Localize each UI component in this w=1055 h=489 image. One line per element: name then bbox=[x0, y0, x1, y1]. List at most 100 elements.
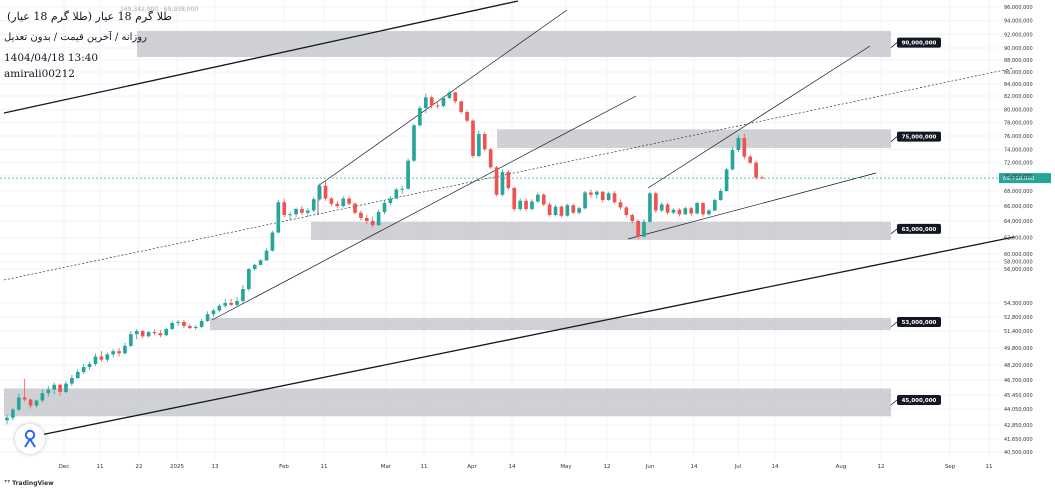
candle-body bbox=[518, 200, 522, 209]
y-tick-label: 66,000,000 bbox=[1004, 204, 1033, 210]
candle-body bbox=[252, 264, 257, 269]
candle-body bbox=[288, 214, 292, 216]
y-tick-label: 94,000,000 bbox=[1004, 19, 1033, 25]
candle-body bbox=[52, 384, 57, 390]
last-price-label: 69,718,000 bbox=[1003, 176, 1035, 182]
candle-body bbox=[677, 209, 682, 215]
x-tick-label: 11 bbox=[421, 464, 428, 470]
zone-label-box bbox=[897, 317, 941, 327]
candle-body bbox=[270, 232, 275, 251]
candle-body bbox=[648, 193, 652, 222]
candle-body bbox=[182, 322, 186, 326]
y-tick-label: 84,000,000 bbox=[1004, 82, 1033, 88]
candle-body bbox=[229, 303, 233, 305]
candle-body bbox=[506, 172, 511, 188]
candle-body bbox=[5, 417, 9, 421]
candle-body bbox=[364, 218, 369, 221]
candle-body bbox=[571, 205, 576, 213]
candle-body bbox=[87, 363, 92, 367]
candle-body bbox=[34, 400, 39, 406]
tradingview-logo-icon: ⁷⁷ bbox=[4, 479, 11, 487]
x-tick-label: 14 bbox=[691, 464, 698, 470]
candle-body bbox=[329, 198, 334, 204]
y-tick-label: 88,000,000 bbox=[1004, 58, 1033, 64]
x-tick-label: 11 bbox=[986, 464, 993, 470]
candle-body bbox=[305, 210, 310, 213]
x-tick-label: Mar bbox=[381, 464, 392, 470]
candle-body bbox=[524, 200, 528, 209]
candle-body bbox=[347, 198, 351, 204]
candle-body bbox=[754, 162, 758, 178]
candle-body bbox=[541, 194, 546, 205]
candle-body bbox=[170, 323, 174, 329]
candle-body bbox=[665, 204, 670, 213]
x-tick-label: 14 bbox=[772, 464, 779, 470]
candle-body bbox=[140, 331, 145, 337]
candle-body bbox=[164, 329, 169, 336]
candle-body bbox=[730, 150, 735, 170]
zone-label-box bbox=[897, 223, 941, 234]
candle-body bbox=[300, 209, 304, 213]
y-tick-label: 78,000,000 bbox=[1004, 121, 1033, 127]
candle-body bbox=[412, 125, 416, 161]
candle-body bbox=[382, 203, 387, 212]
candle-body bbox=[317, 185, 322, 200]
last-price-badge bbox=[999, 173, 1051, 184]
candle-body bbox=[152, 332, 157, 334]
candle-body bbox=[188, 326, 192, 328]
axis-layer: Dec 11 22 2025 13 Feb 11 Mar 11 Apr 14 May 12 Jun 14 Ju… bbox=[59, 5, 1033, 470]
candle-body bbox=[577, 208, 581, 213]
candle-body bbox=[93, 356, 98, 364]
symbol-title: طلا گرم 18 عیار (طلا گرم 18 عیار) bbox=[7, 10, 173, 23]
chart-date: 1404/04/18 13:40 bbox=[4, 52, 99, 64]
candle-body bbox=[724, 169, 729, 191]
candle-body bbox=[400, 188, 405, 190]
candle-body bbox=[630, 215, 635, 221]
candle-body bbox=[341, 198, 346, 206]
y-tick-label: 44,050,000 bbox=[1004, 407, 1033, 413]
zone-label-text: 63,000,000 bbox=[902, 227, 937, 233]
candle-body bbox=[46, 389, 51, 394]
candle-body bbox=[671, 209, 676, 213]
candle-body bbox=[264, 250, 269, 261]
candle-body bbox=[258, 260, 263, 265]
candle-body bbox=[565, 205, 570, 216]
candle-body bbox=[70, 378, 74, 384]
drawing-tool-button[interactable] bbox=[15, 424, 45, 454]
candle-body bbox=[294, 209, 298, 215]
price-zone bbox=[210, 318, 891, 330]
candle-body bbox=[559, 206, 564, 216]
tradingview-logo: ⁷⁷ TradingView bbox=[4, 479, 54, 487]
logo-text: TradingView bbox=[12, 480, 54, 487]
candle-body bbox=[105, 354, 110, 360]
price-zone bbox=[311, 221, 891, 240]
x-tick-label: 12 bbox=[604, 464, 611, 470]
candle-body bbox=[429, 97, 434, 106]
candle-body bbox=[530, 201, 534, 209]
zone-label-text: 45,000,000 bbox=[902, 398, 937, 404]
candle-body bbox=[612, 193, 617, 203]
price-zone bbox=[497, 129, 891, 148]
y-tick-label: 68,000,000 bbox=[1004, 189, 1033, 195]
candle-body bbox=[701, 203, 705, 215]
candle-body bbox=[370, 221, 375, 226]
candle-body bbox=[75, 372, 80, 378]
y-tick-label: 54,300,000 bbox=[1004, 301, 1033, 307]
candle-body bbox=[134, 331, 139, 335]
zone-label-text: 90,000,000 bbox=[902, 41, 937, 47]
x-tick-label: 14 bbox=[509, 464, 516, 470]
y-tick-label: 62,000,000 bbox=[1004, 236, 1033, 242]
y-tick-label: 41,650,000 bbox=[1004, 437, 1033, 443]
x-tick-label: Dec bbox=[59, 464, 70, 470]
candle-body bbox=[353, 203, 357, 213]
candle-body bbox=[512, 188, 517, 209]
candle-body bbox=[707, 210, 711, 215]
x-tick-label: 2025 bbox=[170, 464, 184, 470]
candle-body bbox=[447, 92, 452, 98]
x-tick-label: Apr bbox=[467, 464, 477, 470]
candle-body bbox=[117, 351, 121, 354]
x-tick-label: 11 bbox=[321, 464, 328, 470]
candle-body bbox=[553, 206, 558, 215]
candle-body bbox=[11, 409, 15, 418]
